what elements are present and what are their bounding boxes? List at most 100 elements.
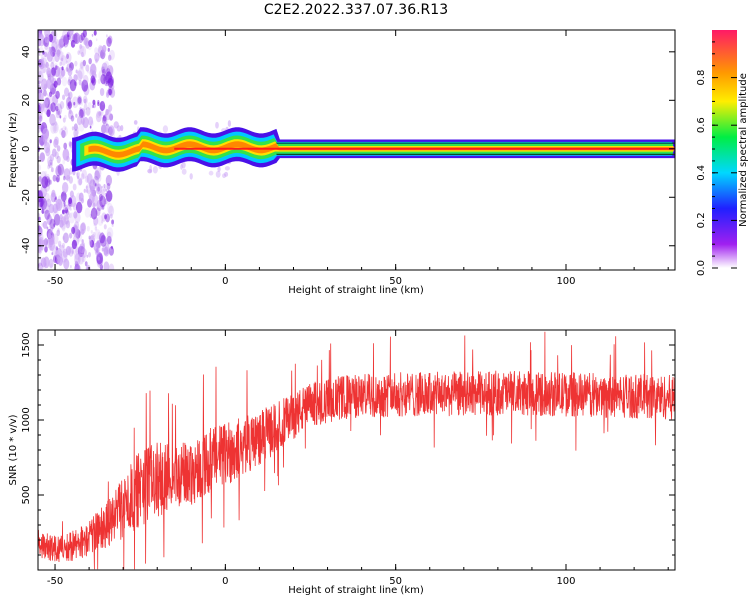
noise-speck (59, 128, 63, 136)
noise-speck (38, 121, 42, 130)
noise-speck (102, 116, 107, 125)
noise-speck (49, 179, 52, 185)
noise-speck (42, 50, 45, 55)
noise-speck (62, 181, 69, 194)
noise-speck (82, 117, 89, 129)
noise-speck (109, 213, 113, 219)
noise-speck (62, 209, 65, 215)
noise-speck (94, 167, 102, 180)
noise-speck (80, 173, 85, 180)
colorbar-tick-label: 0.2 (696, 212, 707, 228)
noise-speck (44, 209, 50, 220)
spectrogram-marks (38, 30, 675, 270)
noise-speck (58, 38, 64, 49)
noise-speck (62, 209, 65, 214)
spectrogram-xtick-label: -50 (47, 276, 63, 287)
noise-speck (71, 126, 75, 131)
snr-ticks: -50 0 50 100 500 1000 1500 (21, 329, 675, 587)
noise-speck (46, 67, 52, 77)
noise-speck (55, 246, 58, 251)
noise-speck (95, 183, 97, 187)
spectrogram-ytick-label: -20 (21, 189, 32, 205)
noise-speck (76, 70, 83, 81)
noise-speck (44, 246, 48, 253)
noise-speck (99, 232, 106, 244)
noise-speck (42, 127, 49, 140)
noise-speck (57, 163, 65, 176)
noise-speck (53, 124, 58, 132)
noise-speck (46, 51, 53, 63)
noise-speck (47, 232, 52, 239)
noise-speck (57, 228, 60, 233)
noise-speck (61, 129, 66, 139)
noise-speck (62, 232, 69, 244)
noise-speck (73, 74, 78, 82)
colorbar-tick-label: 0.8 (696, 70, 707, 86)
noise-speck (64, 87, 70, 97)
noise-speck (72, 183, 77, 191)
noise-speck (75, 69, 78, 74)
snr-panel: -50 0 50 100 500 1000 1500 Height of straight … (8, 329, 676, 596)
noise-speck (55, 90, 60, 100)
noise-speck (55, 165, 62, 177)
noise-speck (103, 186, 107, 192)
noise-speck (80, 32, 85, 41)
noise-speck (94, 73, 97, 79)
noise-speck (59, 51, 65, 62)
noise-speck (101, 231, 104, 236)
noise-speck (38, 216, 41, 222)
noise-speck (89, 192, 95, 204)
noise-speck (48, 33, 54, 43)
noise-speck (217, 166, 221, 172)
noise-speck (59, 115, 62, 119)
spectrogram-xtick-label: 50 (389, 276, 402, 287)
noise-speck (81, 51, 84, 58)
noise-speck (42, 220, 48, 229)
noise-speck (39, 153, 45, 163)
noise-speck (57, 110, 61, 116)
noise-speck (80, 101, 84, 106)
noise-speck (38, 112, 42, 125)
noise-speck (162, 125, 169, 133)
noise-speck (68, 108, 72, 115)
noise-speck (70, 115, 75, 122)
noise-speck (95, 246, 100, 255)
noise-speck (98, 70, 104, 81)
noise-speck (97, 256, 100, 261)
noise-speck (106, 231, 112, 241)
noise-speck (104, 123, 110, 134)
noise-speck (101, 62, 108, 74)
noise-speck (107, 202, 113, 214)
noise-speck (83, 188, 86, 193)
noise-speck (73, 129, 79, 139)
noise-speck (69, 141, 73, 149)
noise-speck (66, 175, 70, 182)
noise-speck (61, 195, 67, 205)
noise-speck (49, 75, 55, 84)
noise-speck (48, 239, 56, 252)
noise-speck (62, 148, 70, 161)
noise-speck (86, 254, 89, 258)
noise-speck (49, 139, 52, 144)
noise-speck (92, 99, 96, 106)
noise-speck (73, 101, 76, 106)
noise-speck (38, 201, 41, 208)
noise-speck (224, 166, 230, 171)
noise-speck (147, 168, 153, 174)
noise-speck (81, 239, 84, 244)
noise-speck (106, 235, 112, 245)
noise-speck (63, 203, 66, 207)
noise-speck (60, 191, 67, 202)
noise-speck (98, 193, 103, 202)
noise-speck (106, 182, 111, 190)
noise-speck (54, 38, 59, 45)
noise-speck (80, 197, 84, 204)
noise-speck (59, 74, 62, 79)
noise-speck (48, 64, 50, 68)
noise-speck (41, 57, 48, 69)
noise-speck (69, 264, 72, 269)
noise-speck (52, 203, 59, 214)
noise-speck (51, 87, 55, 95)
noise-speck (88, 239, 93, 247)
noise-speck (74, 253, 81, 265)
